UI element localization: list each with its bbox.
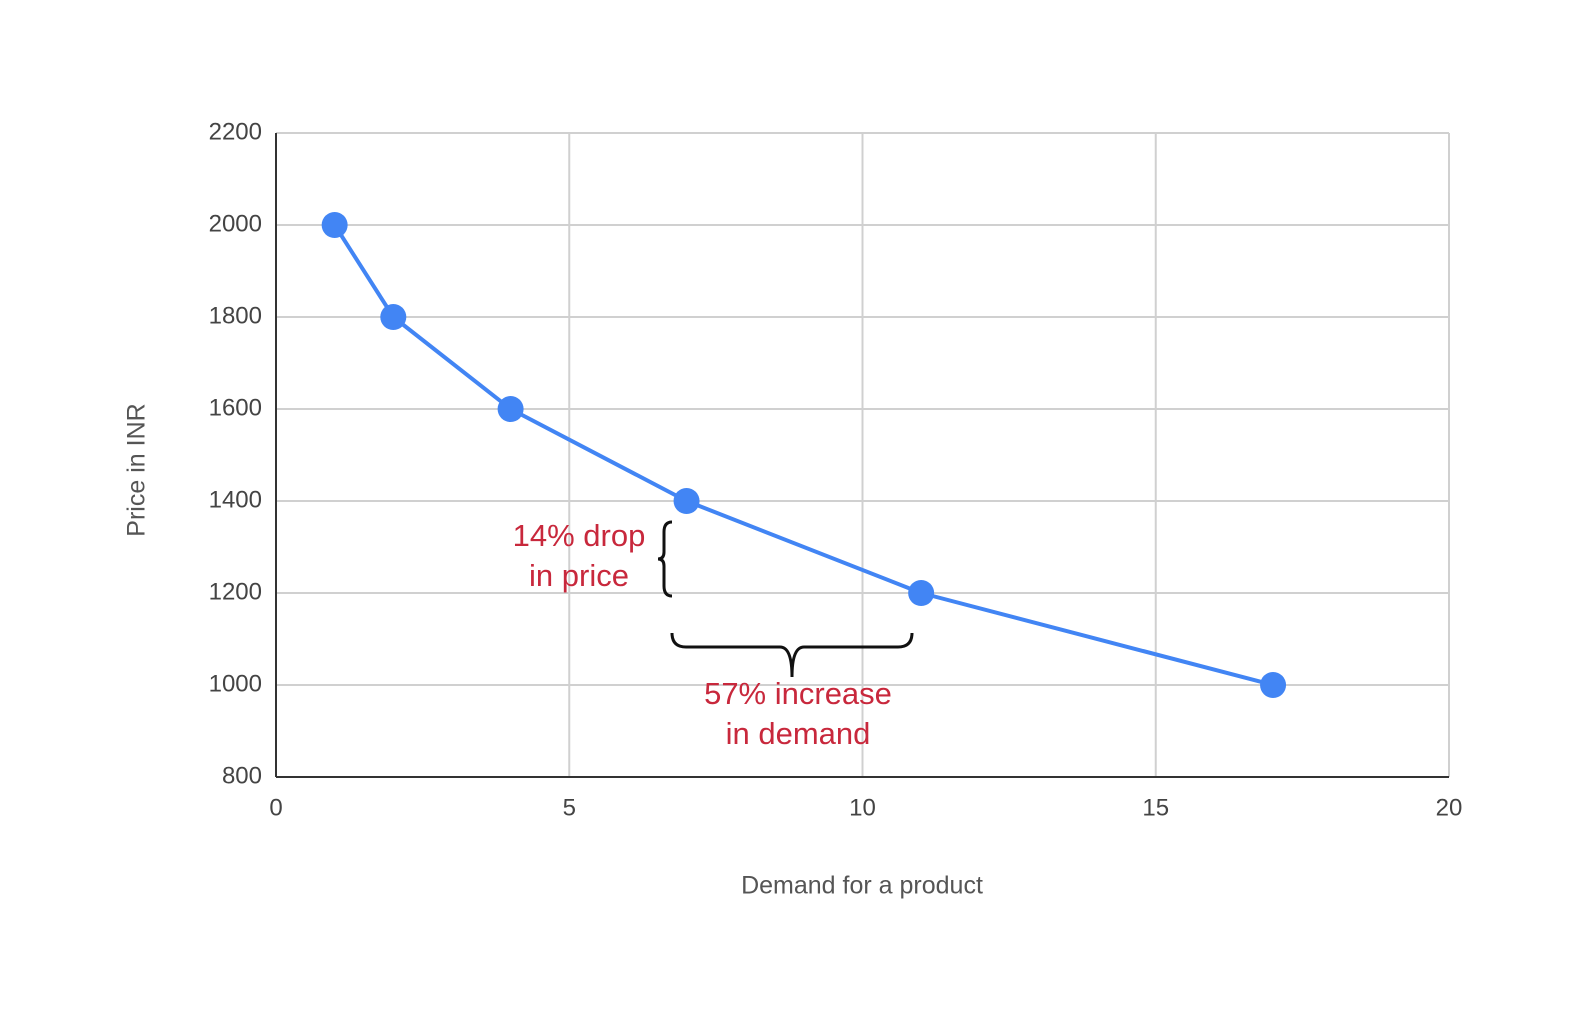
y-tick-label: 1600 [209,394,262,421]
point [497,396,524,422]
point [321,212,348,238]
annotation: 14% drop [513,518,646,553]
y-tick-label: 1000 [209,670,262,697]
y-tick-label: 1400 [209,486,262,513]
y-tick-label: 800 [222,762,262,789]
x-tick-label: 15 [1142,794,1169,821]
point [908,580,935,606]
y-tick-label: 1200 [209,578,262,605]
annotation: 57% increase [704,676,892,711]
line [332,223,1274,687]
brace-vertical [657,520,673,598]
point [1260,672,1287,698]
y-tick-label: 1800 [209,302,262,329]
x-axis-title: Demand for a product [741,872,983,900]
brace-horizontal [670,632,914,678]
y-tick-label: 2200 [209,118,262,145]
annotation: in price [529,558,629,593]
point [380,304,407,330]
x-tick-label: 20 [1436,794,1463,821]
grid [275,132,1450,778]
annotation: in demand [726,716,871,751]
point [673,488,700,514]
x-tick-label: 10 [849,794,876,821]
y-tick-label: 2000 [209,210,262,237]
x-tick-label: 0 [269,794,282,821]
y-axis-title: Price in INR [123,403,151,536]
x-tick-label: 5 [563,794,576,821]
series [321,212,1287,698]
